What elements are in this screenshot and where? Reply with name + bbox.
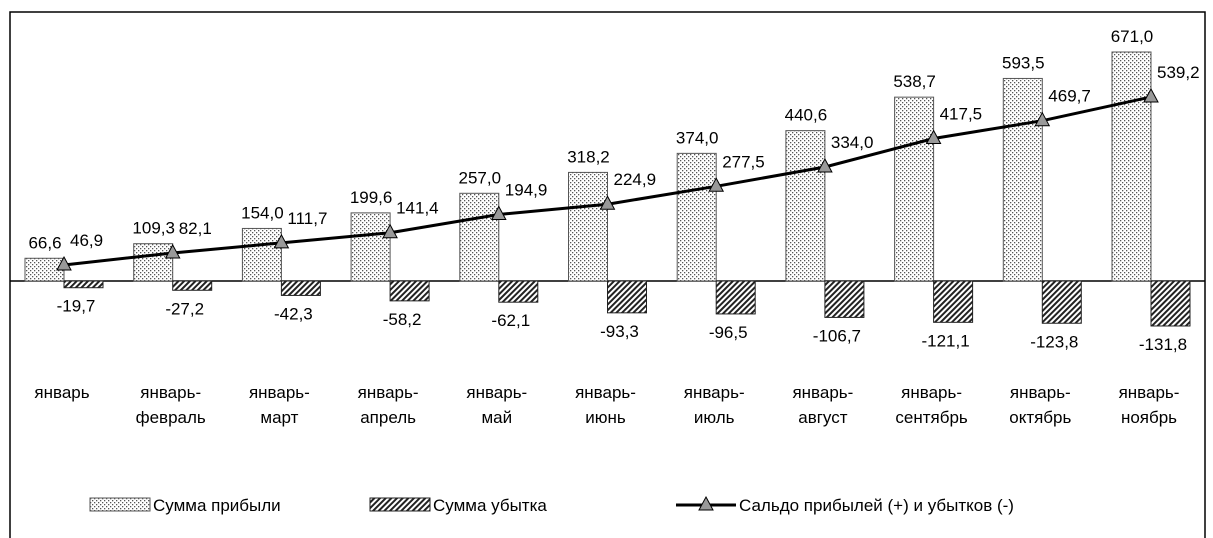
bar	[172, 280, 213, 291]
marker	[1034, 111, 1051, 127]
bar	[1111, 51, 1152, 282]
bar	[133, 243, 174, 282]
marker	[490, 205, 507, 220]
legend-marker	[698, 495, 714, 511]
bar	[894, 96, 935, 282]
bar	[498, 280, 539, 303]
x-tick-label: январь-июль	[684, 383, 745, 427]
legend-label: Сальдо прибылей (+) и убытков (-)	[739, 496, 1014, 515]
bar	[459, 192, 500, 282]
data-label: -96,5	[709, 323, 748, 342]
frame	[9, 11, 1206, 538]
x-tick-label: январь-ноябрь	[1119, 383, 1180, 427]
data-label: 194,9	[505, 180, 548, 199]
x-tick-label: январь-июнь	[575, 383, 636, 427]
bar	[280, 280, 321, 296]
data-label: 539,2	[1157, 63, 1200, 82]
data-label: 66,6	[28, 233, 61, 252]
data-label: -123,8	[1030, 332, 1078, 351]
bar	[241, 227, 282, 282]
data-label: 257,0	[459, 168, 502, 187]
x-tick-label: январь	[34, 383, 89, 402]
data-label: -121,1	[921, 331, 969, 350]
data-label: 671,0	[1111, 27, 1154, 46]
bar	[1041, 280, 1082, 324]
data-label: 277,5	[722, 152, 765, 171]
data-label: -58,2	[383, 310, 422, 329]
x-tick-label: январь-сентябрь	[895, 383, 968, 427]
legend-swatch	[89, 497, 151, 512]
data-label: 374,0	[676, 128, 719, 147]
x-tick-label: январь-февраль	[136, 383, 206, 427]
bar	[933, 280, 974, 323]
marker	[1143, 87, 1159, 103]
marker	[164, 243, 181, 259]
legend-label: Сумма убытка	[433, 496, 547, 515]
legend-swatch	[369, 497, 431, 512]
data-label: 334,0	[831, 133, 874, 152]
marker	[708, 177, 725, 192]
marker	[925, 129, 942, 145]
data-label: 154,0	[241, 203, 284, 222]
bar	[676, 152, 717, 282]
data-label: -27,2	[165, 299, 204, 318]
data-label: 417,5	[940, 105, 983, 124]
bar	[1002, 77, 1043, 282]
data-label: 199,6	[350, 188, 393, 207]
data-label: 593,5	[1002, 53, 1045, 72]
marker	[599, 195, 616, 210]
bar	[350, 212, 391, 282]
bar	[63, 280, 104, 289]
x-tick-label: январь-август	[792, 383, 853, 427]
data-label: -42,3	[274, 304, 313, 323]
bar	[568, 171, 608, 282]
data-label: -131,8	[1139, 335, 1187, 354]
data-label: 111,7	[287, 209, 327, 228]
x-tick-label: январь-октябрь	[1009, 383, 1071, 427]
x-tick-label: январь-май	[466, 383, 527, 427]
data-label: 469,7	[1048, 87, 1091, 106]
bar	[607, 280, 647, 314]
bar	[1150, 280, 1191, 327]
x-tick-label: январь-март	[249, 383, 310, 427]
bar	[715, 280, 756, 315]
bar	[824, 280, 865, 318]
data-label: 318,2	[567, 147, 610, 166]
data-label: 141,4	[396, 199, 439, 218]
data-label: -19,7	[57, 297, 96, 316]
marker	[382, 223, 398, 239]
data-label: 440,6	[785, 106, 828, 125]
data-label: 82,1	[179, 219, 212, 238]
bar	[785, 130, 826, 282]
marker	[817, 157, 833, 173]
legend-label: Сумма прибыли	[153, 496, 281, 515]
data-label: -62,1	[491, 311, 530, 330]
data-label: 109,3	[132, 219, 175, 238]
marker	[273, 233, 290, 249]
data-label: -93,3	[600, 322, 639, 341]
marker	[56, 255, 72, 271]
bar	[389, 280, 430, 302]
data-label: 224,9	[614, 170, 657, 189]
data-label: 46,9	[70, 231, 103, 250]
data-label: -106,7	[813, 326, 861, 345]
x-tick-label: январь-апрель	[358, 383, 419, 427]
data-label: 538,7	[893, 72, 936, 91]
